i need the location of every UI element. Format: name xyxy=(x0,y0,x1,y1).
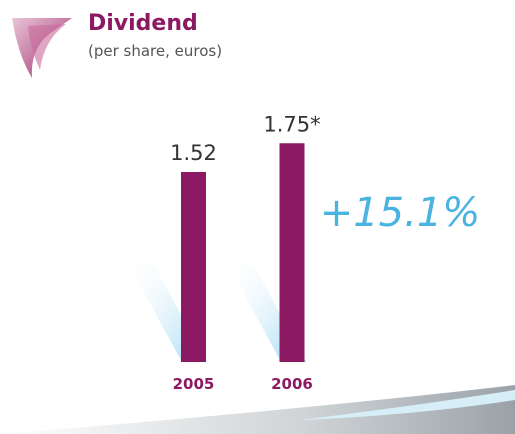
chart-title: Dividend xyxy=(88,11,198,36)
bar xyxy=(181,172,206,362)
chart-subtitle: (per share, euros) xyxy=(88,42,222,60)
logo xyxy=(12,18,72,78)
value-label: 1.52 xyxy=(170,141,217,165)
bar xyxy=(279,143,305,362)
bar-shadows xyxy=(125,258,306,362)
annotation: +15.1% xyxy=(320,190,481,236)
bottom-swoosh-edge xyxy=(300,390,515,420)
value-label: 1.75* xyxy=(263,112,320,136)
x-tick-label: 2005 xyxy=(173,375,215,393)
x-tick-label: 2006 xyxy=(271,375,313,393)
bottom-swoosh xyxy=(0,385,515,434)
